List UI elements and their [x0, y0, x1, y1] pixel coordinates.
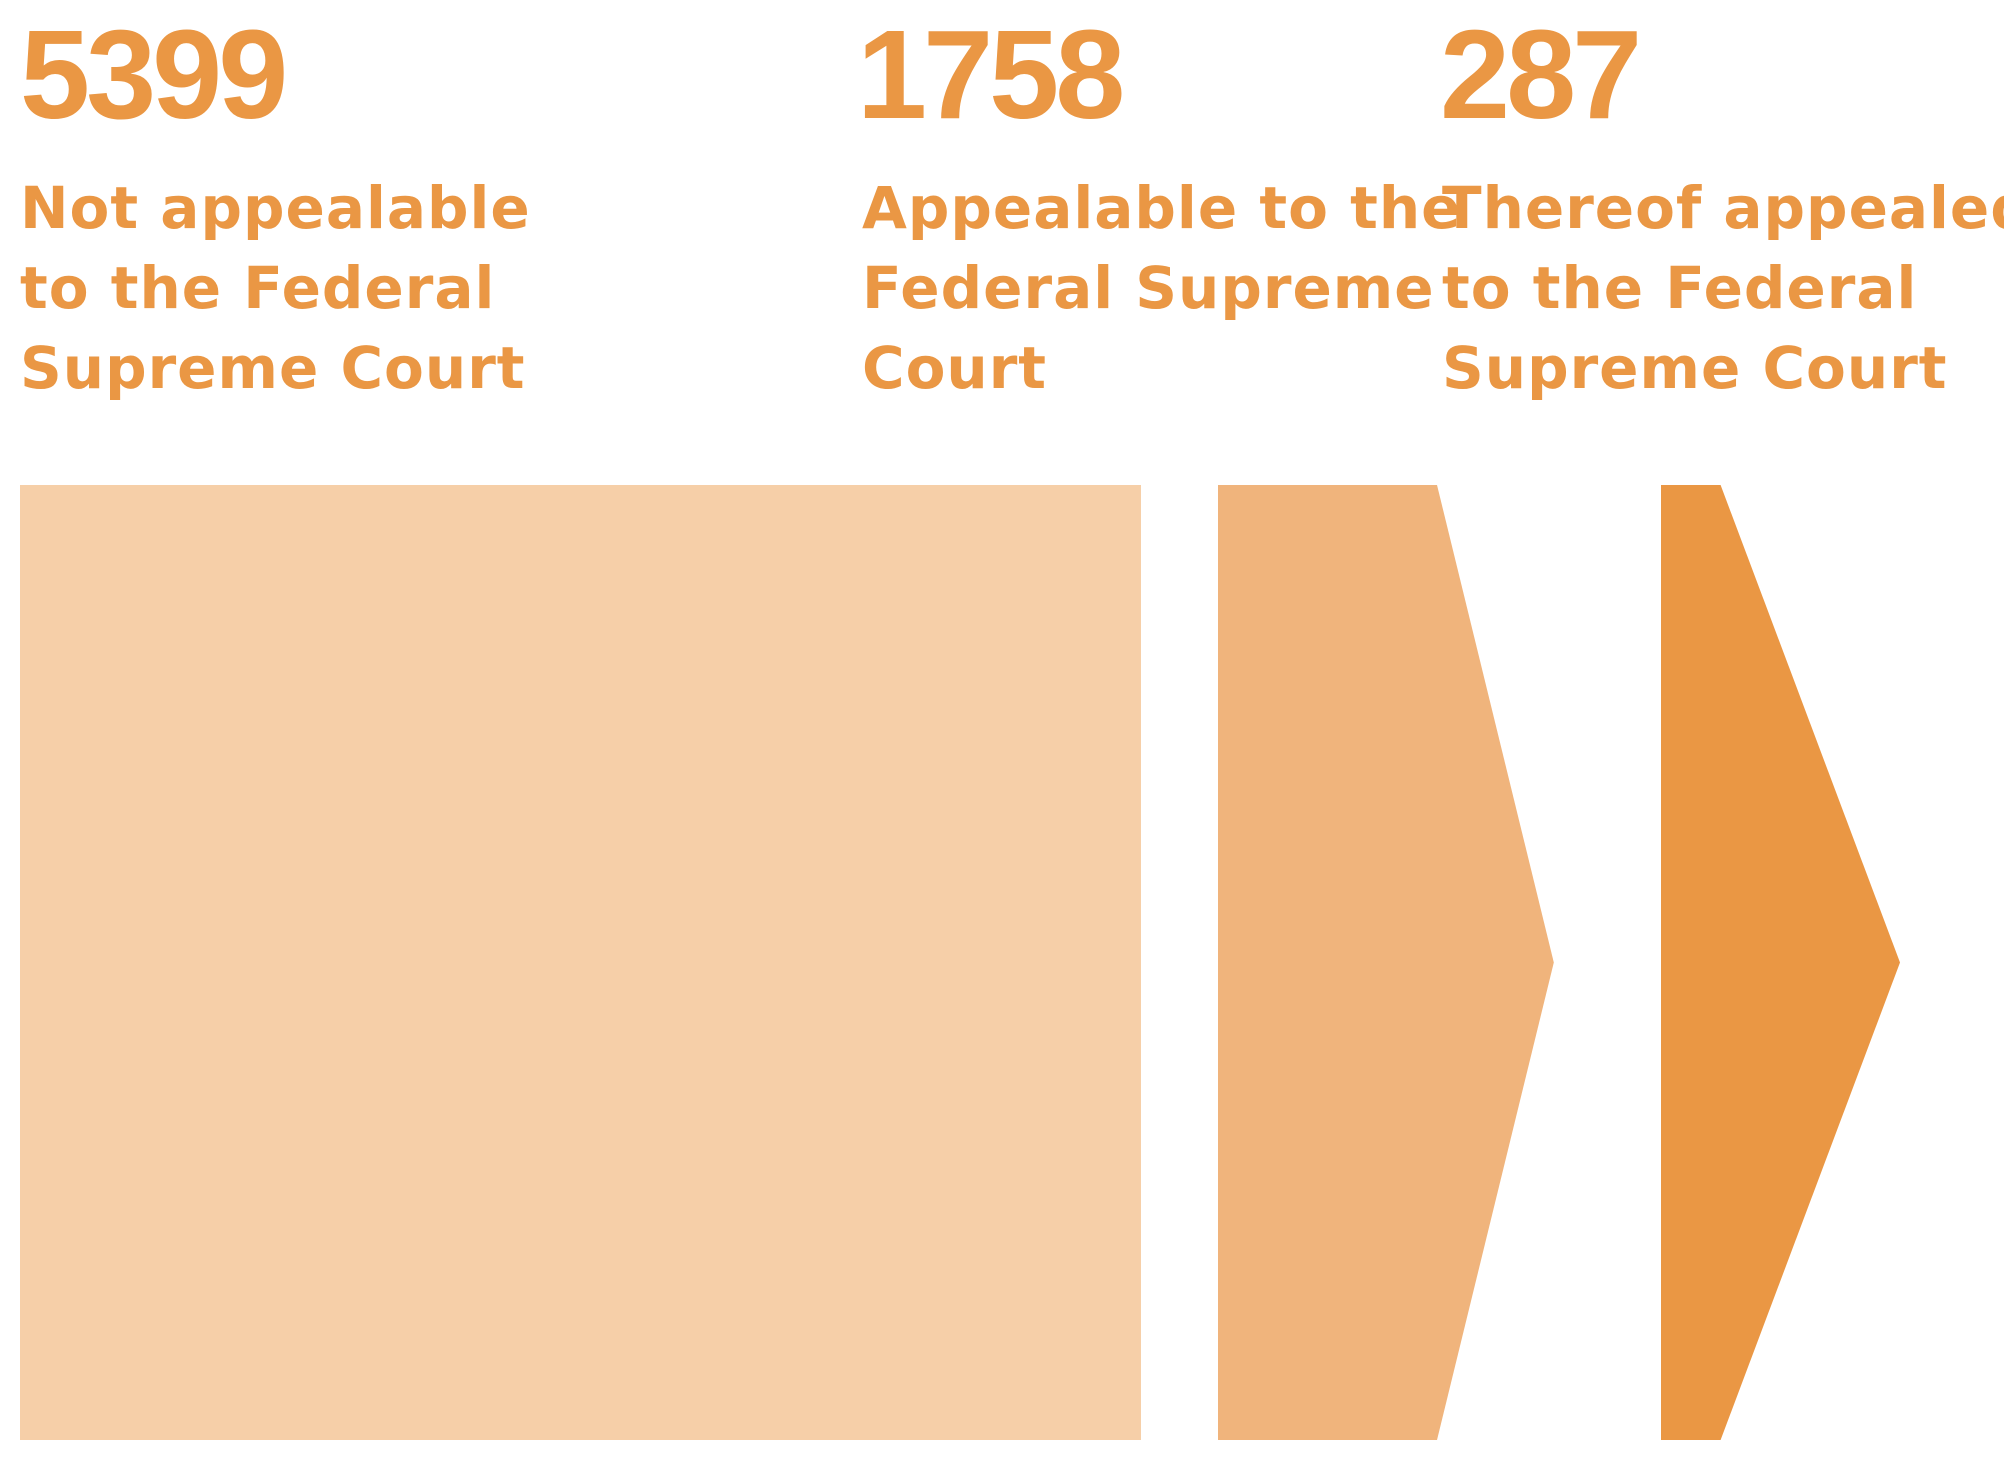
- label-appealable-line-2: Federal Supreme: [862, 254, 1435, 322]
- label-appealable-line-1: Appealable to the: [862, 174, 1462, 242]
- label-appealable-line-3: Court: [862, 334, 1048, 402]
- bar-appealable: [1218, 485, 1554, 1440]
- value-appealed: 287: [1440, 4, 1642, 145]
- label-not-appealable-line-1: Not appealable: [20, 174, 531, 242]
- label-appealed-line-1: Thereof appealed: [1442, 174, 2004, 242]
- label-appealed: Thereof appealed to the Federal Supreme …: [1442, 168, 2004, 408]
- bar-not-appealable: [20, 485, 1141, 1440]
- label-not-appealable: Not appealable to the Federal Supreme Co…: [20, 168, 531, 408]
- label-not-appealable-line-3: Supreme Court: [20, 334, 526, 402]
- label-appealed-line-2: to the Federal: [1442, 254, 1918, 322]
- label-not-appealable-line-2: to the Federal: [20, 254, 496, 322]
- label-appealed-line-3: Supreme Court: [1442, 334, 1948, 402]
- bar-appealed: [1661, 485, 1900, 1440]
- label-appealable: Appealable to the Federal Supreme Court: [862, 168, 1461, 408]
- value-not-appealable: 5399: [20, 4, 288, 145]
- value-appealable: 1758: [857, 4, 1125, 145]
